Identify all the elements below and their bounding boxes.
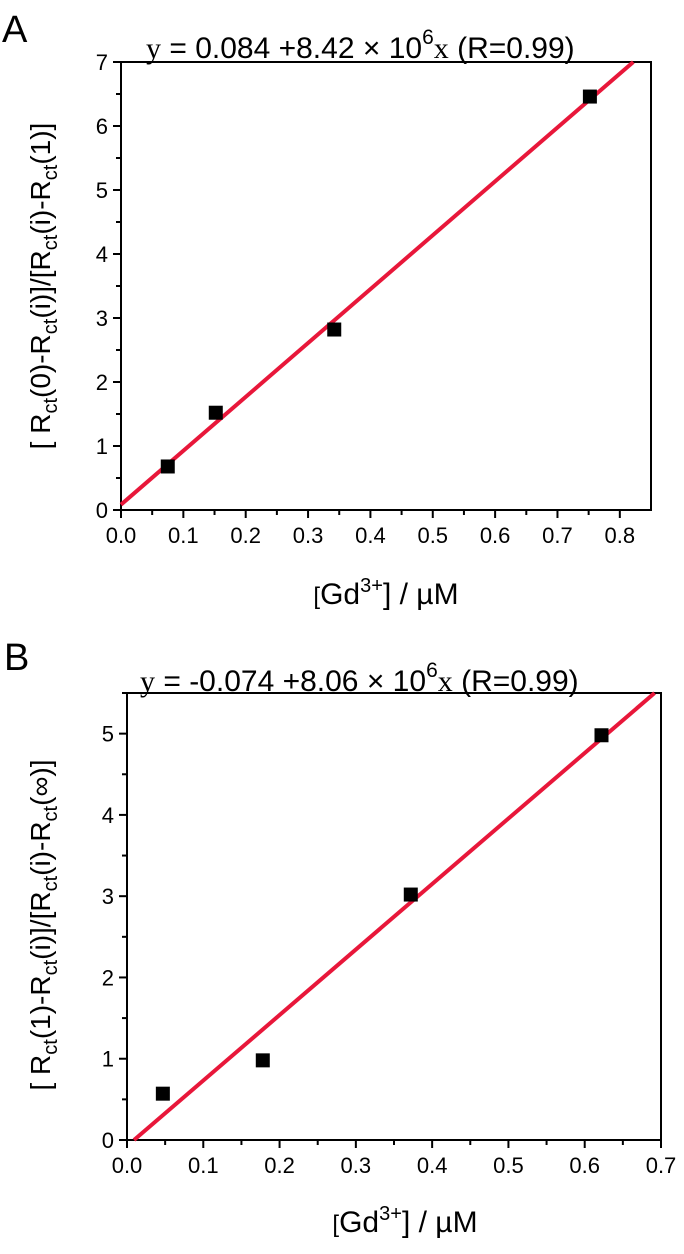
plot-area-b bbox=[132, 691, 656, 1142]
x-tick-label: 0.2 bbox=[264, 1153, 295, 1178]
equation-x-symbol: x bbox=[434, 32, 449, 65]
panel-label-b: B bbox=[4, 637, 29, 679]
y-axis-label-a: [ Rct(0)-Rct(i)]/[Rct(i)-Rct(1)] bbox=[25, 123, 62, 450]
y-axis-label-b: [ Rct(1)-Rct(i)]/[Rct(i)-Rct(∞)] bbox=[25, 759, 62, 1090]
x-tick-label: 0.7 bbox=[542, 523, 573, 548]
y-tick-label: 3 bbox=[96, 306, 108, 331]
x-ticks-a: 0.0 0.1 0.2 0.3 0.4 0.5 0.6 0.7 0.8 bbox=[106, 510, 635, 548]
data-point bbox=[582, 89, 597, 104]
x-tick-label: 0.0 bbox=[106, 523, 137, 548]
x-tick-label: 0.6 bbox=[480, 523, 511, 548]
y-ticks-a: 0 1 2 3 4 5 6 7 bbox=[96, 50, 121, 523]
equation-x-symbol: x bbox=[438, 665, 453, 698]
y-tick-label: 4 bbox=[96, 242, 108, 267]
x-tick-label: 0.1 bbox=[168, 523, 199, 548]
x-tick-label: 0.0 bbox=[112, 1153, 143, 1178]
data-point bbox=[208, 405, 223, 420]
equation-power: 6 bbox=[426, 659, 438, 682]
data-points-a bbox=[160, 89, 597, 474]
panel-label-a: A bbox=[2, 9, 28, 51]
y-ticks-b: 0 1 2 3 4 5 bbox=[102, 692, 127, 1153]
panel-b: B y = -0.074 +8.06 × 106x (R=0.99) 0.0 0.… bbox=[4, 637, 676, 1239]
x-axis-label-b: [Gd3+] / µM bbox=[332, 1203, 477, 1239]
y-tick-label: 5 bbox=[102, 722, 114, 747]
x-tick-label: 0.7 bbox=[646, 1153, 677, 1178]
x-tick-label: 0.4 bbox=[417, 1153, 448, 1178]
data-point bbox=[327, 322, 342, 337]
x-tick-label: 0.5 bbox=[417, 523, 448, 548]
panel-a: A y = 0.084 +8.42 × 106x (R=0.99) 0.0 0.1… bbox=[2, 9, 652, 611]
data-point bbox=[155, 1086, 170, 1101]
x-tick-label: 0.6 bbox=[569, 1153, 600, 1178]
data-point bbox=[255, 1053, 270, 1068]
equation-power: 6 bbox=[422, 26, 434, 49]
y-tick-label: 2 bbox=[102, 965, 114, 990]
y-tick-label: 7 bbox=[96, 50, 108, 75]
y-tick-label: 1 bbox=[102, 1047, 114, 1072]
y-tick-label: 0 bbox=[96, 498, 108, 523]
y-tick-label: 6 bbox=[96, 114, 108, 139]
fit-line-a bbox=[119, 60, 635, 507]
x-axis-label-a: [Gd3+] / µM bbox=[313, 575, 458, 611]
y-tick-label: 1 bbox=[96, 434, 108, 459]
equation-y-symbol: y bbox=[140, 665, 155, 698]
equation-suffix: (R=0.99) bbox=[449, 32, 575, 65]
data-point bbox=[594, 728, 609, 743]
x-tick-label: 0.3 bbox=[341, 1153, 372, 1178]
data-point bbox=[160, 459, 175, 474]
y-tick-label: 3 bbox=[102, 884, 114, 909]
equation-body: = 0.084 +8.42 × 10 bbox=[161, 32, 422, 65]
y-tick-label: 2 bbox=[96, 370, 108, 395]
fit-equation-a: y = 0.084 +8.42 × 106x (R=0.99) bbox=[146, 26, 575, 65]
data-points-b bbox=[155, 728, 609, 1101]
y-tick-label: 5 bbox=[96, 178, 108, 203]
x-tick-label: 0.2 bbox=[230, 523, 261, 548]
equation-y-symbol: y bbox=[146, 32, 161, 65]
y-tick-label: 4 bbox=[102, 803, 114, 828]
plot-area-a bbox=[119, 60, 635, 507]
y-tick-label: 0 bbox=[102, 1128, 114, 1153]
x-tick-label: 0.3 bbox=[293, 523, 324, 548]
data-point bbox=[403, 887, 418, 902]
x-tick-label: 0.4 bbox=[355, 523, 386, 548]
x-ticks-b: 0.0 0.1 0.2 0.3 0.4 0.5 0.6 0.7 bbox=[112, 1140, 677, 1178]
fit-line-b bbox=[132, 691, 656, 1142]
x-tick-label: 0.1 bbox=[188, 1153, 219, 1178]
x-tick-label: 0.5 bbox=[493, 1153, 524, 1178]
x-tick-label: 0.8 bbox=[605, 523, 636, 548]
plot-frame-a bbox=[120, 61, 652, 511]
